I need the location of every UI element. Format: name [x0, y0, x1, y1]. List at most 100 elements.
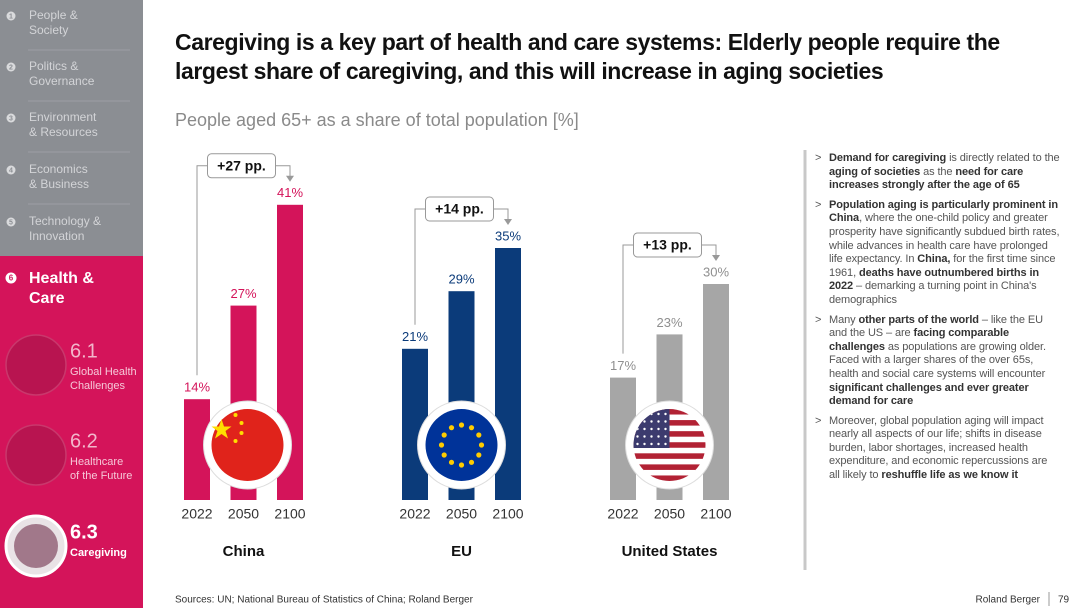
- flag-star: [657, 412, 660, 416]
- flag-star: [664, 442, 667, 446]
- sub-label: of the Future: [70, 470, 132, 482]
- note-bullet: >: [815, 313, 822, 326]
- item-number: 3: [9, 115, 13, 122]
- note: > Population aging is particularly promin…: [815, 199, 1060, 308]
- flag-star: [211, 419, 232, 439]
- flag-star: [636, 442, 639, 446]
- item-label: & Resources: [29, 125, 98, 139]
- note-run: aging of societies: [829, 165, 921, 178]
- flag-star: [650, 420, 653, 423]
- flag-stripe: [633, 447, 706, 454]
- flag-dot: [239, 421, 244, 425]
- sub-label: Caregiving: [70, 547, 127, 559]
- value-label: 27%: [230, 286, 256, 301]
- note-run: facing comparable challenges: [829, 327, 1010, 353]
- item-badge: [6, 165, 16, 175]
- flag-star: [458, 462, 465, 468]
- value-label: 21%: [402, 329, 428, 344]
- category-label: 2050: [446, 506, 477, 522]
- sub-label: Challenges: [70, 380, 126, 392]
- flag-stripe: [633, 458, 706, 465]
- flag-star: [643, 442, 646, 446]
- category-label: 2050: [228, 506, 259, 522]
- flag-star: [643, 427, 646, 431]
- flag-stripe: [633, 475, 706, 481]
- note-run: for the first time since 1961,: [829, 253, 1056, 279]
- item-label: Society: [29, 23, 68, 37]
- category-label: 2022: [607, 506, 638, 522]
- category-label: 2022: [399, 506, 430, 522]
- category-label: 2100: [700, 506, 731, 522]
- category-label: 2050: [654, 506, 685, 522]
- flag-star: [657, 435, 660, 438]
- item-label: Innovation: [29, 229, 84, 243]
- page-number: 79: [1058, 595, 1070, 606]
- category-label: 2022: [181, 506, 212, 522]
- flag-star: [664, 435, 667, 438]
- flag-stripe: [633, 464, 706, 471]
- flag-star: [448, 425, 455, 431]
- annotation-box: [207, 153, 276, 179]
- flag: [203, 400, 292, 490]
- flag-dot: [233, 413, 238, 417]
- flag-star: [657, 427, 660, 431]
- note-run: is directly related to the: [946, 152, 1060, 164]
- value-label: 29%: [448, 272, 474, 287]
- item-number: 2: [9, 64, 13, 71]
- value-label: 41%: [277, 185, 303, 200]
- note-run: Population aging is particularly promine…: [829, 198, 1058, 225]
- item-label: Technology &: [29, 214, 101, 228]
- sub-label: Healthcare: [70, 456, 123, 468]
- annotation-box: [633, 232, 702, 258]
- flag-star: [657, 420, 660, 423]
- note: > Many other parts of the world – like th…: [815, 314, 1060, 409]
- value-label: 35%: [495, 228, 521, 243]
- chart-title: United States: [622, 543, 718, 560]
- flag-star: [476, 432, 482, 438]
- value-label: 17%: [610, 358, 636, 373]
- note-text: Population aging is particularly promine…: [829, 199, 1060, 308]
- note-run: – like the EU and the US – are: [829, 313, 1043, 340]
- flag-stripe: [633, 453, 706, 460]
- item-number: 1: [9, 13, 13, 20]
- bracket-arrow: [286, 175, 294, 182]
- flag-star: [643, 435, 646, 438]
- note-run: – demarking a turning point in China's d…: [829, 280, 1037, 306]
- annotation: +14 pp.: [435, 201, 484, 217]
- item-label: Governance: [29, 74, 95, 88]
- flag-star: [438, 442, 445, 448]
- item-label: Economics: [29, 162, 88, 176]
- active-label: Care: [29, 290, 65, 307]
- note-text: Demand for caregiving is directly relate…: [829, 152, 1060, 193]
- chart-title: China: [223, 543, 265, 560]
- sub-number: 6.1: [70, 340, 98, 362]
- flag: [417, 400, 506, 490]
- title: Caregiving is a key part of health and c…: [175, 29, 1000, 84]
- flag-star: [468, 459, 475, 465]
- category-label: 2100: [274, 506, 305, 522]
- flag-body: [633, 409, 706, 481]
- flag-star: [664, 420, 667, 423]
- note-run: as populations are growing older. Faced …: [829, 340, 1046, 380]
- value-label: 30%: [703, 264, 729, 279]
- item-badge: [6, 11, 16, 21]
- flag-star: [650, 442, 653, 446]
- flag-stripe: [633, 469, 706, 476]
- chart-title: EU: [451, 543, 472, 560]
- brand: Roland Berger: [976, 595, 1041, 606]
- note-bullet: >: [815, 198, 822, 211]
- note-run: , where the one-child policy and greater…: [829, 212, 1060, 266]
- item-number: 4: [9, 167, 13, 174]
- flag-star: [441, 452, 447, 458]
- sources: Sources: UN; National Bureau of Statisti…: [175, 595, 474, 606]
- category-label: 2100: [492, 506, 523, 522]
- note-run: reshuffle life as we know it: [881, 469, 1018, 482]
- note-run: significant challenges and ever greater …: [829, 381, 1029, 408]
- item-label: & Business: [29, 177, 89, 191]
- item-badge: [6, 62, 16, 72]
- note-text: Moreover, global population aging will i…: [829, 415, 1060, 483]
- flag-star: [643, 420, 646, 423]
- flag-star: [478, 442, 485, 448]
